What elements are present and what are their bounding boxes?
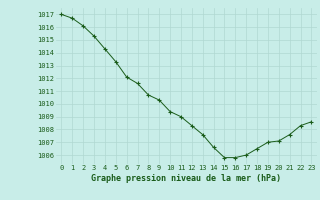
X-axis label: Graphe pression niveau de la mer (hPa): Graphe pression niveau de la mer (hPa) [92, 174, 281, 183]
